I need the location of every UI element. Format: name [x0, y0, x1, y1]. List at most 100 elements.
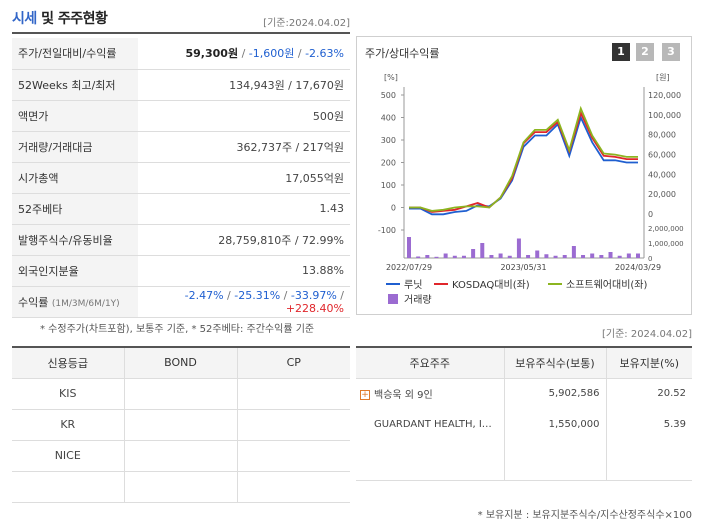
- bond-cell: [123, 409, 237, 441]
- volume-axis-tick-label: 0: [648, 255, 652, 263]
- table-row: 52Weeks 최고/최저 134,943원 / 17,670원: [12, 69, 350, 101]
- legend-swatch: [388, 294, 398, 304]
- row-value: 13.88%: [138, 255, 350, 287]
- left-axis-tick-label: -100: [378, 226, 396, 235]
- x-axis-tick-label: 2023/05/31: [500, 263, 546, 272]
- table-row: + 백승욱 외 9인 5,902,586 20.52: [356, 378, 692, 409]
- agency-cell: [12, 471, 124, 503]
- row-label: 발행주식수/유동비율: [12, 224, 138, 256]
- chart-title: 주가/상대수익률: [365, 47, 440, 60]
- table-row: 외국인지분율 13.88%: [12, 255, 350, 287]
- returns-label: 수익률: [18, 295, 49, 309]
- separator: /: [336, 288, 344, 302]
- current-price: 59,300원: [185, 47, 239, 61]
- table-header-row: 신용등급 BOND CP: [12, 347, 350, 379]
- left-axis-tick-label: 400: [381, 114, 396, 123]
- table-row: 수익률 (1M/3M/6M/1Y) -2.47% / -25.31% / -33…: [12, 286, 350, 318]
- table-row: KR: [12, 409, 350, 441]
- holder-name-cell[interactable]: + 백승욱 외 9인: [356, 378, 504, 409]
- volume-bar: [526, 255, 531, 258]
- table-row: 액면가 500원: [12, 100, 350, 132]
- volume-bar: [562, 255, 567, 258]
- table-header-row: 주요주주 보유주식수(보통) 보유지분(%): [356, 347, 692, 379]
- volume-bar: [599, 255, 604, 258]
- table-row: KIS: [12, 378, 350, 410]
- volume-bar: [498, 253, 503, 258]
- left-axis-tick-label: 500: [381, 91, 396, 100]
- col-header: BOND: [123, 347, 237, 379]
- table-row: NICE: [12, 440, 350, 472]
- chart-page-1-button[interactable]: 1: [612, 43, 630, 61]
- col-header: 주요주주: [356, 347, 504, 379]
- col-header: 보유지분(%): [605, 347, 692, 379]
- volume-bar: [507, 255, 512, 258]
- row-value: 1.43: [138, 193, 350, 225]
- table-row: 거래량/거래대금 362,737주 / 217억원: [12, 131, 350, 163]
- row-label: 외국인지분율: [12, 255, 138, 287]
- volume-bar: [535, 250, 540, 258]
- table-row: GUARDANT HEALTH, I… 1,550,000 5.39: [356, 409, 692, 481]
- row-value: 59,300원 / -1,600원 / -2.63%: [138, 38, 350, 70]
- price-chart: [%] [원] 500 400 300 200 100 0 -100 120,000 100,0…: [378, 73, 684, 306]
- volume-bar: [434, 256, 439, 258]
- reference-date: [기준:2024.04.02]: [263, 18, 350, 29]
- holder-name-cell: GUARDANT HEALTH, I…: [356, 409, 504, 481]
- volume-bar: [553, 255, 558, 258]
- row-label: 수익률 (1M/3M/6M/1Y): [12, 286, 138, 318]
- section-title: 시세 및 주주현황: [12, 8, 108, 28]
- row-value: 134,943원 / 17,670원: [138, 69, 350, 101]
- agency-cell: KR: [12, 409, 124, 441]
- section-title-main: 시세: [12, 11, 37, 27]
- cp-cell: [236, 409, 350, 441]
- row-label: 액면가: [12, 100, 138, 132]
- row-label: 시가총액: [12, 162, 138, 194]
- holder-pct: 5.39: [605, 409, 692, 481]
- return-1y: +228.40%: [285, 301, 344, 315]
- volume-bar: [581, 255, 586, 258]
- bond-cell: [123, 471, 237, 503]
- legend-label: KOSDAQ대비(좌): [452, 279, 530, 291]
- cp-cell: [236, 440, 350, 472]
- volume-bar: [636, 253, 640, 258]
- left-axis-tick-label: 100: [381, 181, 396, 190]
- separator: /: [223, 288, 235, 302]
- series-line: [409, 114, 638, 216]
- cp-cell: [236, 378, 350, 410]
- x-axis-tick-label: 2024/03/29: [615, 263, 661, 272]
- chart-page-2-button[interactable]: 2: [636, 43, 654, 61]
- price-change: -1,600원: [248, 47, 295, 61]
- legend-label: 루닛: [404, 279, 422, 291]
- price-info-table: 주가/전일대비/수익률 59,300원 / -1,600원 / -2.63% 5…: [12, 38, 350, 318]
- table-row: 발행주식수/유동비율 28,759,810주 / 72.99%: [12, 224, 350, 256]
- col-header: 보유주식수(보통): [503, 347, 606, 379]
- series-line: [409, 110, 638, 213]
- price-change-pct: -2.63%: [305, 47, 344, 61]
- holder-shares: 1,550,000: [503, 409, 606, 481]
- x-axis-tick-label: 2022/07/29: [386, 263, 432, 272]
- chart-panel: [356, 36, 692, 315]
- left-axis-unit: [%]: [384, 73, 398, 82]
- price-table-note: * 수정주가(차트포함), 보통주 기준, * 52주베타: 주간수익률 기준: [40, 324, 315, 335]
- row-value: 28,759,810주 / 72.99%: [138, 224, 350, 256]
- holder-shares: 5,902,586: [503, 378, 606, 409]
- right-axis-tick-label: 0: [648, 210, 653, 219]
- chart-page-3-button[interactable]: 3: [662, 43, 680, 61]
- cp-cell: [236, 471, 350, 503]
- volume-bar: [480, 243, 485, 258]
- expand-plus-icon[interactable]: +: [360, 390, 370, 401]
- volume-bar: [516, 238, 521, 258]
- volume-bar: [452, 255, 457, 258]
- col-header: 신용등급: [12, 347, 124, 379]
- major-shareholders-table: 주요주주 보유주식수(보통) 보유지분(%) + 백승욱 외 9인 5,902,5…: [356, 346, 692, 481]
- separator: /: [280, 288, 291, 302]
- row-label: 52Weeks 최고/최저: [12, 69, 138, 101]
- return-6m: -33.97%: [290, 288, 337, 302]
- agency-cell: NICE: [12, 440, 124, 472]
- volume-bar: [425, 255, 430, 258]
- volume-bar: [617, 255, 622, 258]
- legend-label: 소프트웨어대비(좌): [566, 279, 648, 291]
- legend-label: 거래량: [404, 294, 432, 306]
- right-axis-tick-label: 100,000: [648, 111, 681, 120]
- volume-axis-tick-label: 2,000,000: [648, 225, 684, 233]
- volume-bar: [471, 249, 476, 258]
